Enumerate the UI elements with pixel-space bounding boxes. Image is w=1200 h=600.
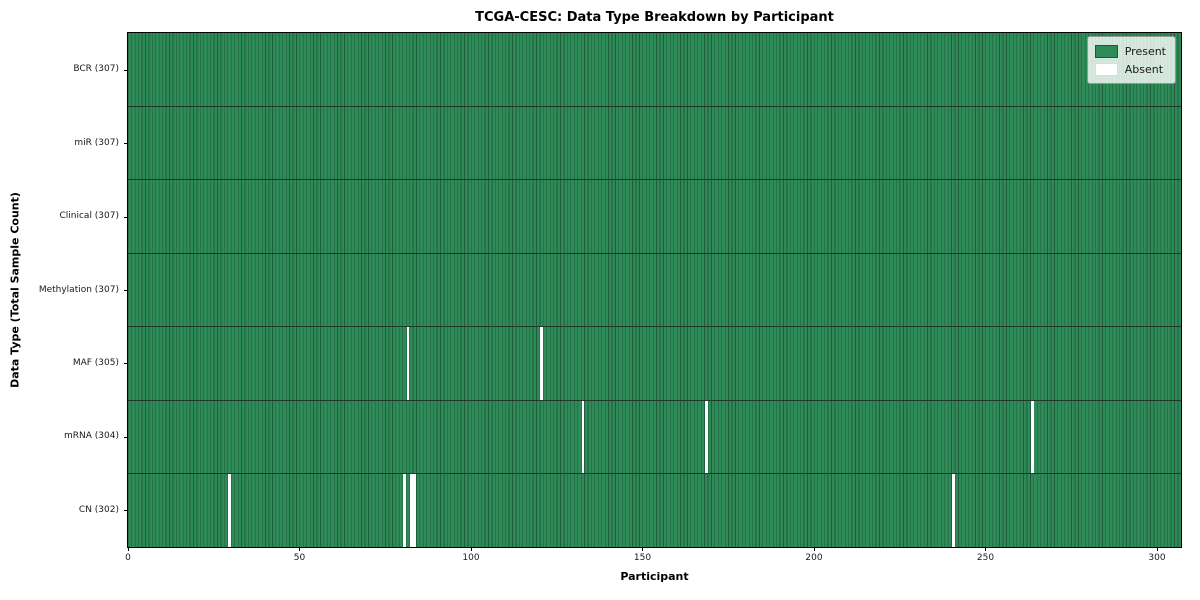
- heatmap-row-methylation: [128, 253, 1181, 327]
- x-axis-label: Participant: [620, 570, 689, 583]
- row-separator: [128, 326, 1181, 328]
- heatmap-row-bcr: [128, 33, 1181, 107]
- x-tick-mark: [642, 547, 644, 551]
- row-separator: [128, 252, 1181, 254]
- y-tick-mark: [124, 290, 128, 291]
- absent-cell-cn-240: [951, 473, 955, 547]
- absent-cell-maf-120: [540, 326, 544, 401]
- x-tick-label-250: 250: [976, 553, 995, 563]
- x-tick-label-200: 200: [805, 553, 823, 563]
- legend-swatch-present: [1094, 44, 1118, 58]
- x-tick-mark: [299, 547, 301, 551]
- plot-area: Present Absent: [127, 32, 1182, 548]
- y-tick-label-maf: MAF (305): [72, 357, 119, 368]
- x-tick-mark: [470, 547, 472, 551]
- x-tick-label-300: 300: [1148, 553, 1166, 563]
- y-tick-mark: [124, 69, 128, 71]
- x-tick-label-100: 100: [462, 553, 480, 563]
- y-tick-mark: [124, 363, 128, 365]
- heatmap-row-mrna: [128, 400, 1181, 474]
- y-tick-label-clinical: Clinical (307): [59, 211, 119, 222]
- heatmap-row-cn: [128, 473, 1181, 547]
- row-separator: [128, 105, 1181, 107]
- absent-cell-cn-82: [410, 473, 417, 547]
- row-separator: [128, 399, 1181, 401]
- legend: Present Absent: [1086, 36, 1176, 84]
- y-tick-label-methylation: Methylation (307): [38, 284, 119, 295]
- chart-title: TCGA-CESC: Data Type Breakdown by Partic…: [475, 10, 834, 25]
- y-tick-label-bcr: BCR (307): [73, 64, 119, 75]
- y-tick-label-mir: miR (307): [74, 137, 119, 148]
- absent-cell-maf-81: [406, 326, 410, 401]
- y-tick-label-cn: CN (302): [78, 504, 119, 515]
- x-tick-mark: [985, 547, 987, 551]
- legend-label-absent: Absent: [1124, 62, 1164, 76]
- legend-label-present: Present: [1124, 44, 1166, 58]
- y-tick-label-mrna: mRNA (304): [64, 431, 119, 442]
- x-tick-label-150: 150: [633, 553, 652, 563]
- x-tick-label-0: 0: [125, 553, 131, 563]
- x-tick-mark: [1156, 547, 1158, 551]
- absent-cell-mrna-168: [705, 400, 708, 474]
- absent-cell-cn-80: [403, 473, 406, 547]
- absent-cell-cn-29: [228, 473, 231, 547]
- absent-cell-mrna-263: [1030, 400, 1034, 474]
- y-tick-mark: [124, 436, 128, 438]
- heatmap-row-clinical: [128, 179, 1181, 254]
- y-tick-mark: [124, 216, 128, 218]
- y-tick-mark: [124, 510, 128, 512]
- x-tick-mark: [128, 547, 129, 551]
- heatmap-row-maf: [128, 326, 1181, 401]
- x-tick-mark: [813, 547, 815, 551]
- legend-item-absent: Absent: [1094, 60, 1166, 78]
- heatmap-row-mir: [128, 106, 1181, 180]
- legend-swatch-absent: [1094, 62, 1118, 76]
- absent-cell-mrna-132: [581, 400, 585, 474]
- row-separator: [128, 473, 1181, 475]
- legend-item-present: Present: [1094, 42, 1166, 60]
- x-tick-label-50: 50: [293, 553, 306, 563]
- y-tick-mark: [124, 143, 128, 145]
- row-separator: [128, 179, 1181, 181]
